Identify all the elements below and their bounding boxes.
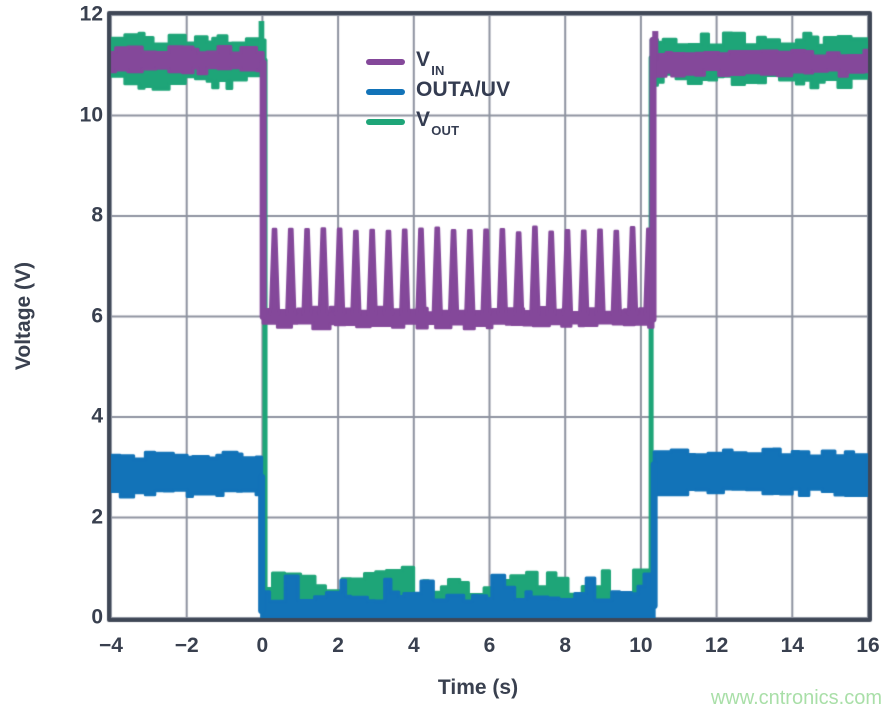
legend-swatch-vin [366, 58, 405, 65]
legend-label-vin: VIN [416, 48, 445, 78]
watermark: www.cntronics.com [710, 687, 882, 709]
legend-label-vout: VOUT [416, 108, 460, 138]
x-tick-label: 8 [559, 634, 572, 657]
x-tick-label: 14 [780, 634, 804, 657]
x-tick-label: 4 [407, 634, 420, 657]
x-tick-label: 6 [483, 634, 496, 657]
y-axis-title: Voltage (V) [12, 261, 35, 371]
x-tick-label: 10 [629, 634, 653, 657]
x-tick-label: 0 [256, 634, 269, 657]
x-axis-title: Time (s) [437, 676, 519, 699]
y-tick-label: 6 [91, 304, 103, 328]
x-tick-label: 12 [704, 634, 729, 657]
y-tick-label: 8 [91, 203, 103, 227]
x-tick-label: −2 [174, 634, 199, 657]
y-tick-label: 2 [91, 505, 103, 529]
legend-swatch-outa-uv [366, 88, 405, 95]
y-tick-label: 4 [91, 404, 103, 428]
legend-item-vout: VOUT [366, 108, 510, 138]
legend: VIN OUTA/UV VOUT [366, 48, 511, 138]
x-tick-label: 16 [856, 634, 880, 657]
y-tick-label: 0 [91, 605, 103, 629]
y-tick-label: 12 [79, 2, 103, 26]
y-tick-label: 10 [79, 103, 103, 127]
legend-swatch-vout [366, 118, 405, 125]
x-tick-label: 2 [332, 634, 344, 657]
legend-item-outa-uv: OUTA/UV [366, 78, 511, 104]
legend-item-vin: VIN [366, 48, 510, 78]
legend-label-outa-uv: OUTA/UV [416, 78, 511, 102]
x-tick-label: −4 [99, 634, 123, 657]
